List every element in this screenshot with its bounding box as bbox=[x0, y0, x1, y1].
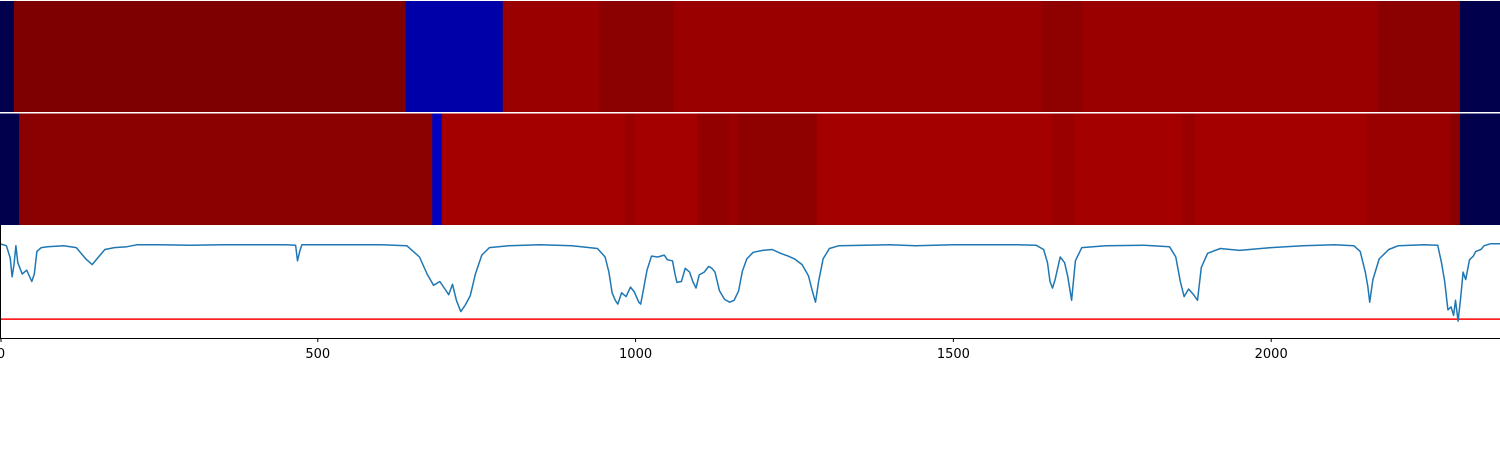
track-1-segment-3 bbox=[502, 1, 600, 112]
x-tick-label-3: 1500 bbox=[937, 347, 970, 362]
track-2-segment-2 bbox=[432, 113, 443, 225]
track-1-segment-5 bbox=[673, 1, 1042, 112]
track-1-segment-7 bbox=[1081, 1, 1379, 112]
track-2-segment-9 bbox=[816, 113, 1052, 225]
track-1-segment-0 bbox=[0, 1, 15, 112]
x-tick-label-0: 0 bbox=[0, 347, 5, 362]
track-1-segment-2 bbox=[405, 1, 504, 112]
track-2-segment-5 bbox=[634, 113, 698, 225]
x-axis: 0 500 1000 1500 2000 bbox=[0, 338, 1288, 362]
heatmap-track-2 bbox=[0, 113, 1500, 225]
track-2-segment-8 bbox=[737, 113, 818, 225]
track-2-segment-16 bbox=[1459, 113, 1500, 225]
track-2-segment-11 bbox=[1074, 113, 1183, 225]
track-2-segment-7 bbox=[729, 113, 738, 225]
track-2-segment-14 bbox=[1366, 113, 1451, 225]
track-2-segment-6 bbox=[697, 113, 731, 225]
track-2-segment-3 bbox=[441, 113, 626, 225]
track-1-segment-4 bbox=[599, 1, 675, 112]
track-separator bbox=[0, 112, 1500, 114]
track-2-segment-12 bbox=[1182, 113, 1196, 225]
x-tick-label-4: 2000 bbox=[1255, 347, 1288, 362]
track-2-segment-4 bbox=[625, 113, 635, 225]
line-panel bbox=[0, 225, 1500, 339]
x-tick-label-1: 500 bbox=[305, 347, 330, 362]
track-1-segment-8 bbox=[1377, 1, 1461, 112]
track-2-segment-13 bbox=[1194, 113, 1368, 225]
track-2-segment-15 bbox=[1450, 113, 1461, 225]
track-1-segment-6 bbox=[1041, 1, 1083, 112]
series-line bbox=[0, 243, 1500, 322]
x-tick-label-2: 1000 bbox=[619, 347, 652, 362]
track-1-segment-9 bbox=[1459, 1, 1500, 112]
track-2-segment-1 bbox=[19, 113, 433, 225]
track-2-segment-10 bbox=[1051, 113, 1075, 225]
track-2-segment-0 bbox=[0, 113, 20, 225]
heatmap-track-1 bbox=[0, 1, 1500, 112]
track-1-segment-1 bbox=[13, 1, 407, 112]
